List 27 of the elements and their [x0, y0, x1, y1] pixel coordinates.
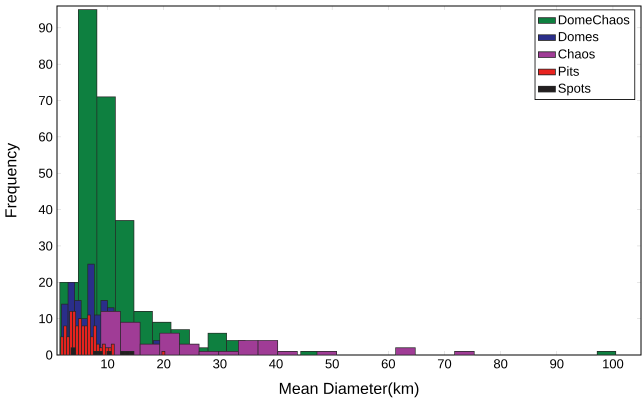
x-tick-label: 40 [269, 359, 283, 368]
y-tick-label: 10 [39, 314, 52, 324]
legend-label: DomeChaos [558, 14, 630, 24]
y-tick-label: 70 [39, 96, 52, 106]
y-tick-label: 80 [38, 60, 52, 69]
x-tick-label: 80 [494, 359, 508, 368]
y-tick-label: 50 [38, 168, 52, 178]
legend-label: Chaos [558, 49, 595, 59]
y-tick-label: 20 [39, 278, 52, 287]
y-tick-label: 60 [39, 132, 52, 142]
y-tick-label: 0 [46, 350, 52, 360]
x-tick-label: 10 [101, 359, 114, 368]
legend-label: Pits [558, 66, 579, 76]
x-tick-label: 70 [438, 359, 452, 368]
x-tick-label: 30 [213, 359, 227, 368]
x-axis-title: Mean Diameter(km) [280, 382, 418, 398]
legend-label: Domes [558, 32, 598, 42]
x-tick-label: 100 [603, 359, 624, 368]
y-tick-label: 40 [38, 204, 52, 214]
y-tick-label: 90 [39, 23, 52, 32]
x-tick-label: 60 [382, 359, 396, 368]
x-tick-label: 20 [157, 359, 170, 368]
legend-label: Spots [558, 84, 590, 96]
x-tick-label: 90 [550, 359, 564, 368]
x-tick-label: 50 [325, 359, 339, 368]
y-axis-title: Frequency [5, 142, 20, 217]
y-tick-label: 30 [38, 241, 52, 251]
